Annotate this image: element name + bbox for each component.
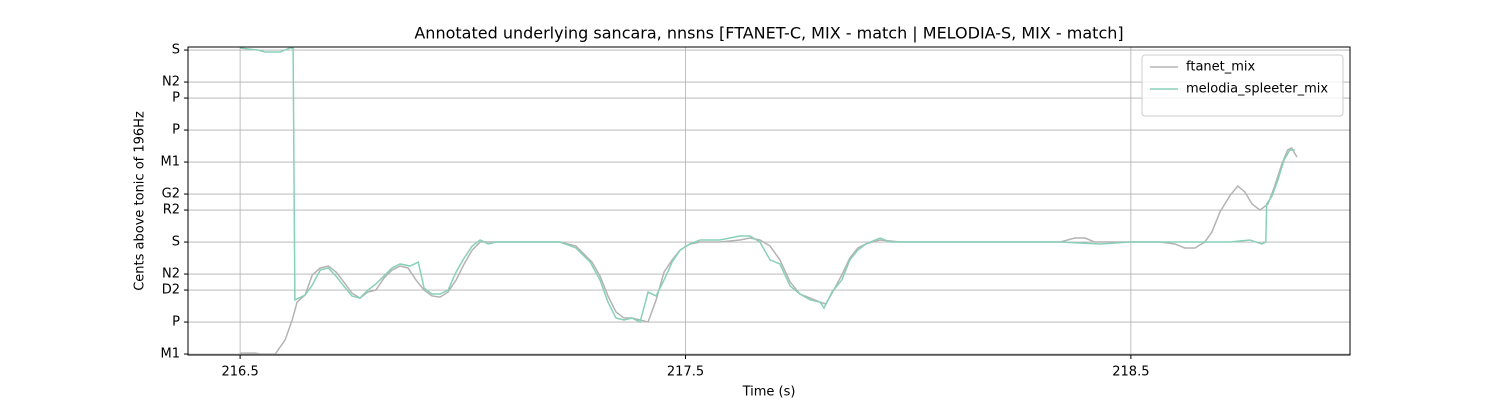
x-tick-label: 217.5 bbox=[667, 365, 704, 380]
chart-title: Annotated underlying sancara, nnsns [FTA… bbox=[414, 24, 1123, 43]
x-axis-label: Time (s) bbox=[742, 385, 796, 400]
y-tick-label: P bbox=[172, 315, 180, 330]
x-tick-label: 216.5 bbox=[222, 365, 259, 380]
y-tick-label: S bbox=[172, 43, 180, 58]
legend-label: melodia_spleeter_mix bbox=[1186, 82, 1328, 97]
y-tick-label: N2 bbox=[162, 75, 180, 90]
y-tick-label: P bbox=[172, 123, 180, 138]
legend-label: ftanet_mix bbox=[1186, 60, 1256, 75]
legend-box bbox=[1141, 54, 1344, 117]
y-tick-label: M1 bbox=[161, 347, 181, 362]
y-tick-label: N2 bbox=[162, 267, 180, 282]
y-tick-label: D2 bbox=[162, 283, 180, 298]
y-tick-label: R2 bbox=[163, 203, 180, 218]
plot-frame bbox=[187, 46, 1351, 356]
y-tick-label: P bbox=[172, 91, 180, 106]
x-tick-label: 218.5 bbox=[1112, 365, 1149, 380]
y-tick-label: S bbox=[172, 235, 180, 250]
series-line bbox=[240, 146, 1298, 355]
y-tick-label: G2 bbox=[162, 187, 180, 202]
y-axis-label: Cents above tonic of 196Hz bbox=[133, 111, 148, 291]
y-tick-label: M1 bbox=[161, 155, 181, 170]
series-line bbox=[240, 47, 1295, 324]
